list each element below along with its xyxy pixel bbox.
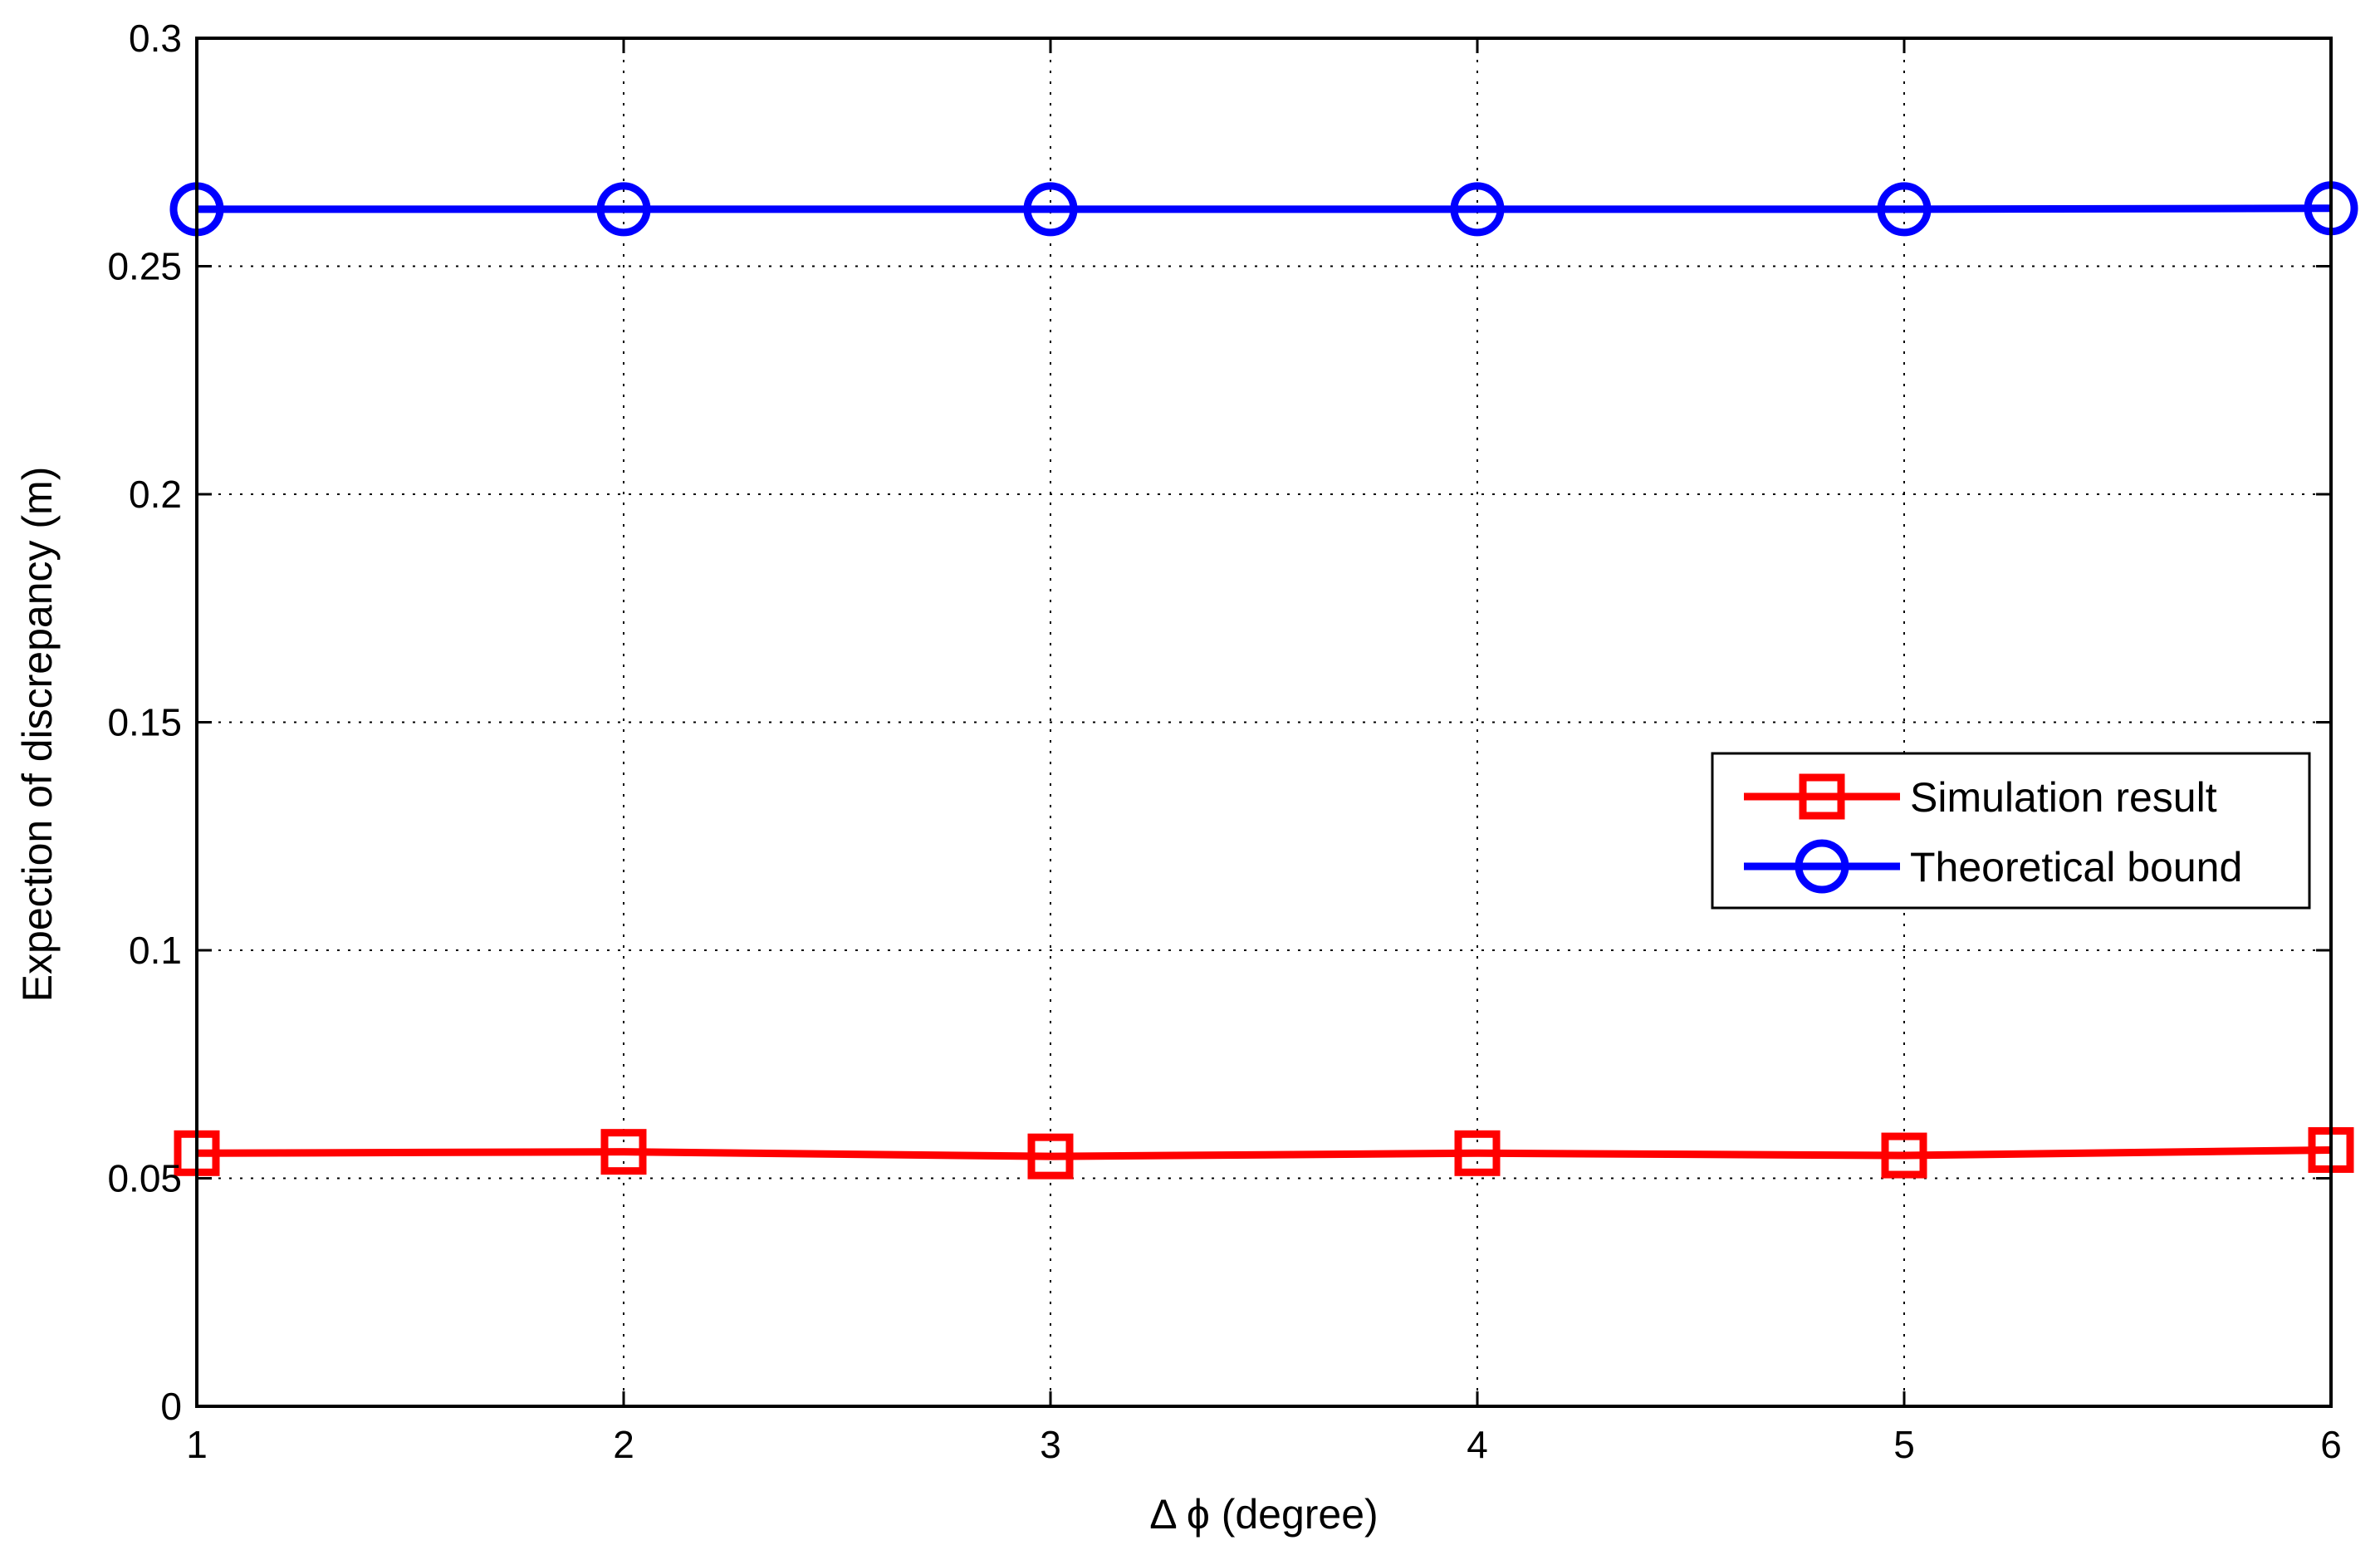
ticks: 1 2 3 4 5 6 0 0.05 0.1 0.15 0.2 0.25 0.3 — [107, 17, 2341, 1466]
x-tick-label: 3 — [1040, 1423, 1061, 1466]
y-tick-label: 0.15 — [107, 701, 182, 744]
series-line — [196, 1145, 2332, 1160]
x-tick-label: 1 — [186, 1423, 208, 1466]
x-tick-label: 6 — [2320, 1423, 2342, 1466]
data-point-square-marker — [600, 1129, 647, 1175]
x-tick-label: 4 — [1467, 1423, 1488, 1466]
x-axis-label: Δ ϕ (degree) — [1149, 1491, 1378, 1538]
legend-square-marker — [1799, 773, 1845, 820]
legend: Simulation result Theoretical bound — [1711, 752, 2311, 910]
x-tick-label: 2 — [613, 1423, 634, 1466]
y-tick-label: 0.3 — [129, 17, 182, 60]
legend-circle-marker — [1795, 839, 1849, 894]
y-tick-label: 0 — [160, 1385, 182, 1428]
data-point-square-marker — [1454, 1130, 1501, 1176]
data-point-circle-marker — [1450, 182, 1505, 237]
legend-label: Theoretical bound — [1910, 844, 2242, 890]
y-tick-label: 0.05 — [107, 1157, 182, 1200]
y-tick-label: 0.1 — [129, 929, 182, 972]
data-point-square-marker — [1881, 1132, 1927, 1179]
data-point-circle-marker — [1877, 182, 1932, 237]
data-point-square-marker — [1027, 1133, 1074, 1180]
y-tick-label: 0.25 — [107, 245, 182, 288]
x-tick-label: 5 — [1893, 1423, 1915, 1466]
data-point-circle-marker — [596, 182, 651, 237]
y-axis-label: Expection of discrepancy (m) — [14, 467, 61, 1003]
data-point-circle-marker — [1023, 182, 1078, 237]
legend-label: Simulation result — [1910, 774, 2217, 821]
series-line — [197, 204, 2332, 213]
y-tick-label: 0.2 — [129, 473, 182, 516]
grid — [197, 38, 2331, 1406]
